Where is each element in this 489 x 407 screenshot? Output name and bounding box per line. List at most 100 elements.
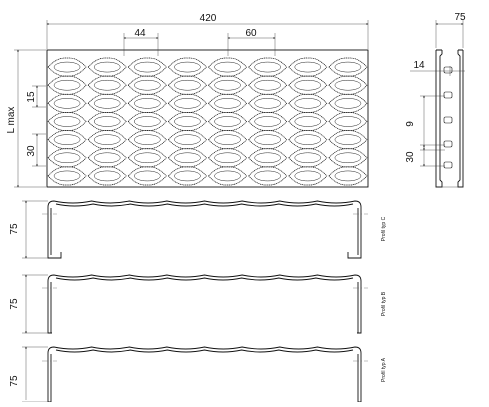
perforation-hole [127,75,167,95]
profile-b: 75 Profil typ B [9,274,387,334]
perforation-hole [248,148,288,168]
perforation-hole [167,166,207,186]
side-14-dimension: 14 [410,60,465,76]
perforation-hole [87,148,127,168]
perforation-hole [288,57,328,77]
perforation-hole [87,130,127,150]
perforation-hole [288,93,328,113]
perforation-hole [87,57,127,77]
perforation-hole [47,75,87,95]
side-width-dimension: 75 [435,12,466,48]
perforation-hole [328,166,368,186]
perforation-hole [248,112,288,131]
length-label: L max [6,107,17,134]
perforation-hole [288,112,328,131]
width-dimension: 420 [46,13,369,49]
slot-hole [443,66,453,74]
perforation-hole [248,75,288,95]
slot-hole [443,91,453,99]
perforation-hole [328,130,368,150]
row-15-dimension: 15 [26,85,46,108]
slot-hole [443,116,453,124]
side-view: 75 14 9 30 [405,12,466,188]
perforation-hole [47,148,87,168]
perforation-hole [167,148,207,168]
perforation-hole [127,166,167,186]
profile-c-height-label: 75 [9,223,20,235]
perforation-hole [167,75,207,95]
profile-b-height-label: 75 [9,298,20,310]
profile-a-outline [47,346,362,403]
perforation-hole [208,130,248,150]
pitch-44-label: 44 [134,28,146,39]
perforation-hole [167,112,207,131]
perforation-hole [47,130,87,150]
perforation-hole [47,166,87,186]
length-dimension: L max [6,49,46,188]
profile-c: 75 Profil typ C [9,200,387,259]
perforation-hole [248,166,288,186]
hole-pattern [47,57,368,186]
perforation-hole [288,130,328,150]
perforation-hole [167,130,207,150]
perforation-hole [87,75,127,95]
perforation-hole [328,148,368,168]
perforation-hole [47,93,87,113]
perforation-hole [167,57,207,77]
width-label: 420 [200,13,217,24]
row-15-label: 15 [26,91,37,103]
side-9-label: 9 [405,121,416,127]
perforation-hole [167,93,207,113]
perforation-hole [47,57,87,77]
row-30-dimension: 30 [26,133,46,167]
perforation-hole [248,93,288,113]
perforation-hole [288,148,328,168]
perforation-hole [288,166,328,186]
perforation-hole [127,57,167,77]
perforation-hole [328,93,368,113]
side-profile [435,49,464,188]
perforation-hole [328,75,368,95]
profile-a: 75 Profil typ A [9,346,387,403]
row-30-label: 30 [26,145,37,157]
top-view: 420 44 60 L max 15 [6,13,369,188]
perforation-hole [208,93,248,113]
perforation-hole [328,57,368,77]
pitch-60-label: 60 [245,28,257,39]
perforation-hole [87,112,127,131]
perforation-hole [127,130,167,150]
profile-a-type-label: Profil typ A [381,357,387,382]
side-slots [443,66,453,169]
perforation-hole [127,93,167,113]
side-30-label: 30 [405,151,416,163]
perforation-hole [288,75,328,95]
perforation-hole [208,148,248,168]
side-width-label: 75 [454,12,466,23]
slot-hole [443,140,453,148]
side-9-dimension: 9 [405,95,445,151]
pitch-44-dimension: 44 [123,28,159,56]
perforation-hole [208,57,248,77]
slot-hole [443,161,453,169]
profile-b-type-label: Profil typ B [381,291,387,316]
perforation-hole [328,112,368,131]
profile-c-outline [47,200,362,259]
profile-c-type-label: Profil typ C [381,216,387,241]
perforation-hole [248,130,288,150]
perforation-hole [127,112,167,131]
perforation-hole [248,57,288,77]
profile-b-outline [47,274,362,334]
side-30-dimension: 30 [405,144,445,167]
perforation-hole [208,166,248,186]
perforation-hole [208,112,248,131]
perforation-hole [127,148,167,168]
perforation-hole [87,93,127,113]
perforation-hole [47,112,87,131]
side-14-label: 14 [413,60,425,71]
profile-a-height-label: 75 [9,375,20,387]
perforation-hole [87,166,127,186]
pitch-60-dimension: 60 [227,28,276,56]
perforation-hole [208,75,248,95]
plate-outline [46,49,369,188]
